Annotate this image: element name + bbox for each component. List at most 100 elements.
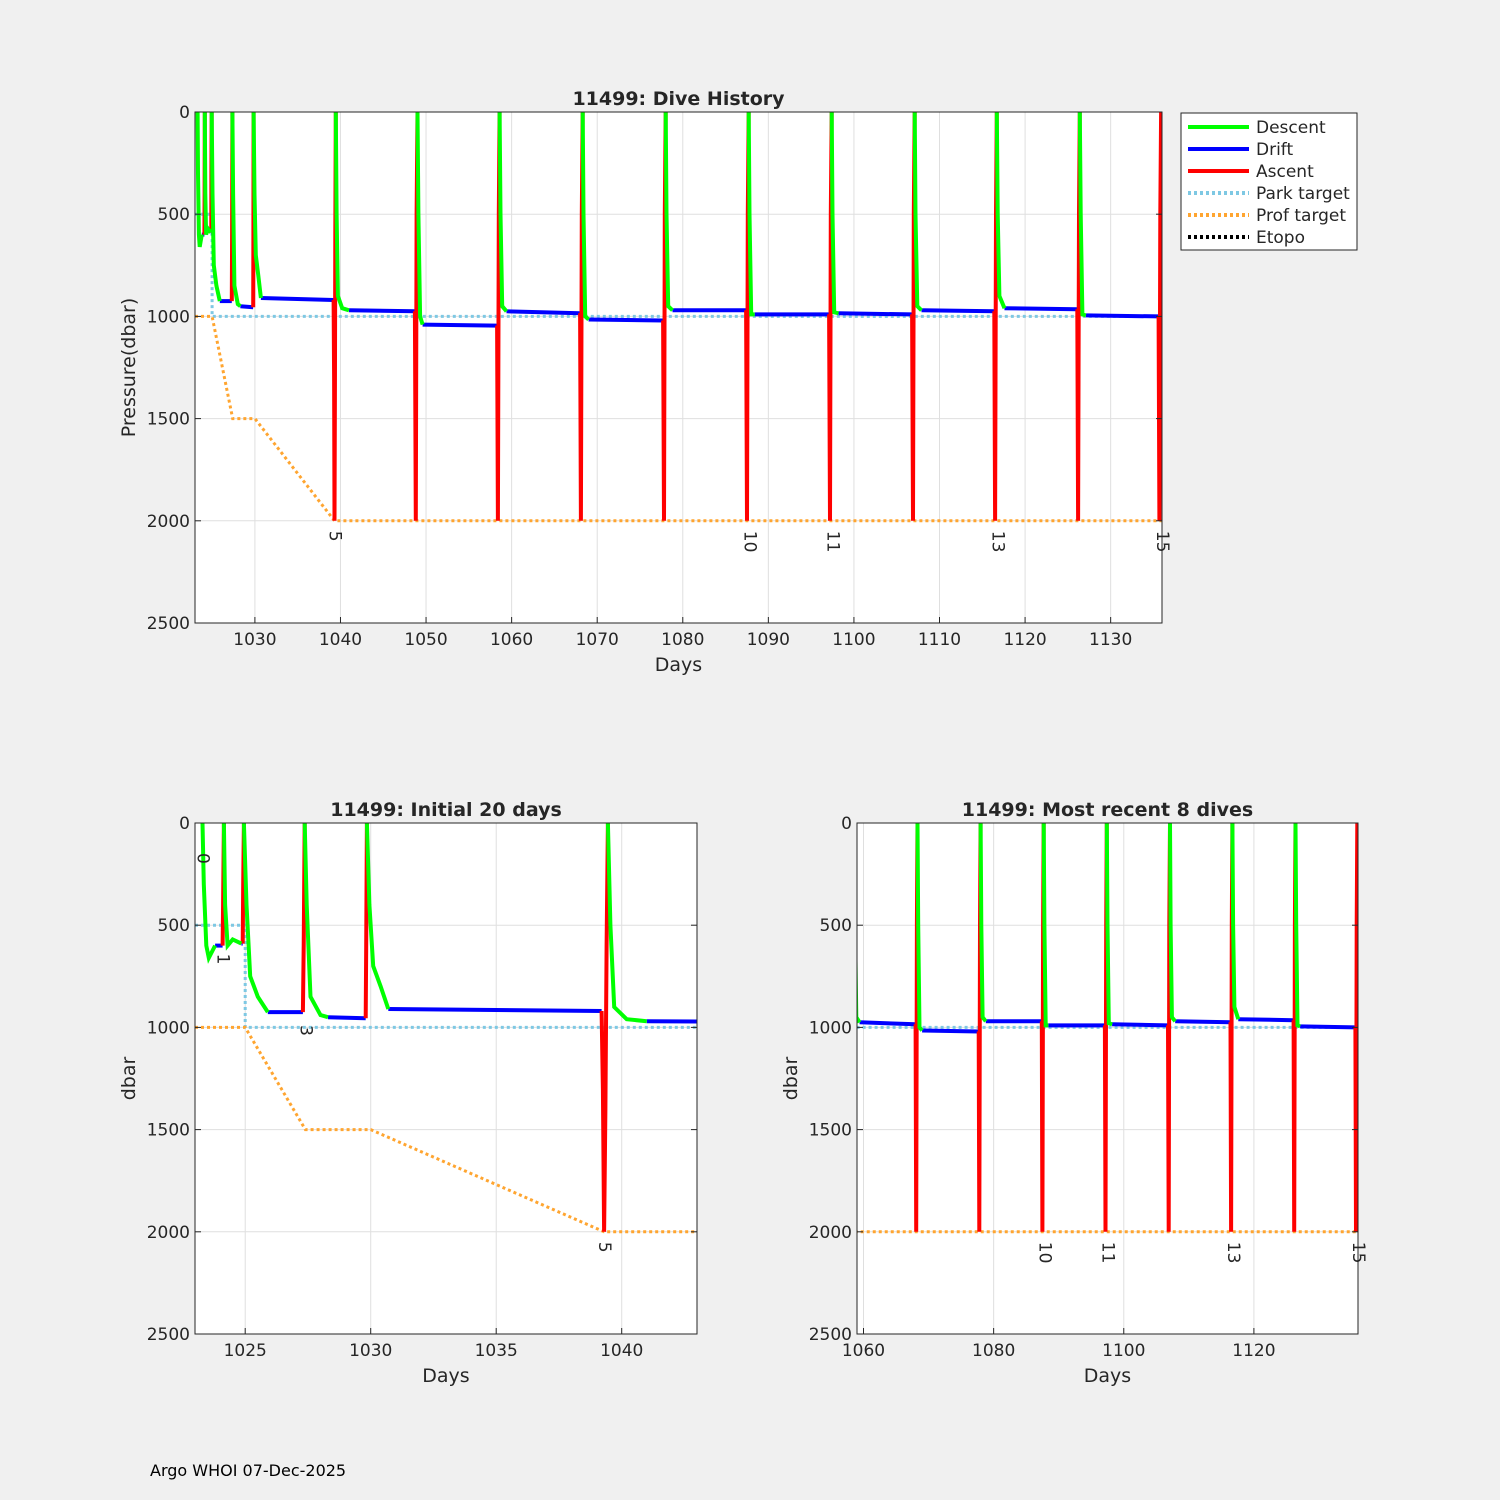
chart-title: 11499: Dive History bbox=[572, 88, 785, 110]
y-axis-label: dbar bbox=[780, 1057, 802, 1101]
ascent-segment-4 bbox=[599, 823, 610, 1232]
drift-segment-14 bbox=[1085, 313, 1159, 319]
drift-segment-8 bbox=[1350, 1031, 1500, 1032]
descent-segment-1 bbox=[202, 112, 213, 236]
prof-target-line bbox=[195, 314, 1162, 523]
descent-segment-12 bbox=[912, 112, 923, 312]
chart-title: 11499: Initial 20 days bbox=[330, 799, 562, 821]
profile-label: 11 bbox=[823, 531, 843, 553]
y-tick-label: 1000 bbox=[147, 307, 190, 327]
ascent-segment-4 bbox=[728, 823, 730, 1232]
descent-segment-11 bbox=[829, 112, 839, 316]
drift-segment-5 bbox=[740, 1021, 790, 1022]
axes-box bbox=[194, 111, 1163, 624]
profile-label: 10 bbox=[740, 531, 760, 553]
descent-segment-13 bbox=[1230, 823, 1241, 1020]
x-tick-label: 1050 bbox=[404, 630, 447, 650]
x-tick-label: 1035 bbox=[475, 1341, 518, 1361]
y-tick-label: 1500 bbox=[147, 1121, 190, 1141]
descent-segment-2 bbox=[209, 112, 222, 302]
descent-segment-14 bbox=[1077, 112, 1087, 318]
footer-credit: Argo WHOI 07-Dec-2025 bbox=[150, 1461, 347, 1480]
x-tick-label: 1080 bbox=[661, 630, 704, 650]
descent-segment-10 bbox=[1041, 823, 1049, 1028]
profile-label: 13 bbox=[988, 531, 1008, 553]
descent-segment-9 bbox=[978, 823, 988, 1023]
y-tick-label: 500 bbox=[158, 916, 190, 936]
x-axis-label: Days bbox=[655, 654, 702, 676]
descent-segment-4 bbox=[251, 112, 263, 299]
descent-segment-2 bbox=[241, 823, 270, 1014]
ascent-segment-5 bbox=[790, 823, 792, 1232]
legend-label: Prof target bbox=[1256, 206, 1346, 226]
drift-segment-7 bbox=[859, 1020, 916, 1027]
x-tick-label: 1100 bbox=[832, 630, 875, 650]
y-tick-label: 1000 bbox=[809, 1018, 852, 1038]
descent-segment-11 bbox=[1104, 823, 1113, 1027]
y-tick-label: 1500 bbox=[809, 1121, 852, 1141]
drift-segment-14 bbox=[1300, 1024, 1356, 1030]
descent-segment-6 bbox=[415, 112, 425, 326]
legend-label: Ascent bbox=[1256, 162, 1314, 182]
x-axis-label: Days bbox=[422, 1365, 469, 1387]
drift-segment-13 bbox=[1238, 1017, 1294, 1023]
drift-segment-3 bbox=[240, 304, 254, 310]
park-target-line bbox=[195, 923, 697, 1029]
drift-segment-5 bbox=[348, 308, 415, 314]
y-axis-label: dbar bbox=[118, 1057, 140, 1101]
drift-segment-8 bbox=[588, 317, 664, 323]
y-tick-label: 0 bbox=[179, 103, 190, 123]
drift-segment-3 bbox=[327, 1015, 366, 1021]
profile-label: 13 bbox=[1223, 1242, 1243, 1264]
descent-segment-0 bbox=[200, 823, 217, 964]
descent-segment-7 bbox=[857, 925, 862, 1024]
x-tick-label: 1030 bbox=[349, 1341, 392, 1361]
drift-segment-12 bbox=[921, 308, 995, 314]
descent-segment-9 bbox=[663, 112, 674, 312]
descent-segment-8 bbox=[580, 112, 590, 321]
descent-segment-5 bbox=[333, 112, 350, 313]
descent-segment-10 bbox=[746, 112, 755, 317]
drift-segment-11 bbox=[838, 311, 913, 317]
drift-segment-11 bbox=[1112, 1022, 1169, 1028]
x-tick-label: 1120 bbox=[1232, 1341, 1275, 1361]
chart-title: 11499: Most recent 8 dives bbox=[962, 799, 1253, 821]
x-tick-label: 1130 bbox=[1089, 630, 1132, 650]
legend-label: Drift bbox=[1256, 140, 1293, 160]
x-tick-label: 1030 bbox=[233, 630, 276, 650]
axes-box bbox=[856, 822, 1359, 1335]
x-tick-label: 1100 bbox=[1102, 1341, 1145, 1361]
drift-segment-8 bbox=[922, 1028, 979, 1034]
drift-segment-6 bbox=[422, 322, 498, 328]
y-tick-label: 2500 bbox=[809, 1325, 852, 1345]
plot-content bbox=[728, 823, 1358, 1234]
descent-segment-3 bbox=[230, 112, 242, 308]
descent-segment-1 bbox=[221, 823, 243, 951]
x-tick-label: 1120 bbox=[1003, 630, 1046, 650]
descent-segment-5 bbox=[730, 823, 740, 1021]
x-tick-label: 1040 bbox=[319, 630, 362, 650]
y-tick-label: 2500 bbox=[147, 1325, 190, 1345]
descent-segment-8 bbox=[915, 823, 924, 1032]
y-tick-label: 1500 bbox=[147, 410, 190, 430]
legend-box bbox=[1180, 112, 1358, 251]
x-tick-label: 1040 bbox=[600, 1341, 643, 1361]
x-tick-label: 1070 bbox=[576, 630, 619, 650]
y-tick-label: 500 bbox=[820, 916, 852, 936]
drift-segment-13 bbox=[1004, 306, 1078, 312]
descent-segment-12 bbox=[1168, 823, 1177, 1023]
x-tick-label: 1025 bbox=[224, 1341, 267, 1361]
plot-area bbox=[195, 823, 697, 1334]
descent-segment-3 bbox=[302, 823, 329, 1020]
descent-segment-7 bbox=[497, 112, 509, 313]
descent-segment-13 bbox=[994, 112, 1007, 309]
drift-segment-5 bbox=[646, 1019, 697, 1024]
descent-segment-14 bbox=[1293, 823, 1301, 1029]
y-tick-label: 2000 bbox=[809, 1223, 852, 1243]
y-tick-label: 2000 bbox=[147, 512, 190, 532]
x-axis-label: Days bbox=[1084, 1365, 1131, 1387]
axes-box bbox=[194, 822, 698, 1335]
